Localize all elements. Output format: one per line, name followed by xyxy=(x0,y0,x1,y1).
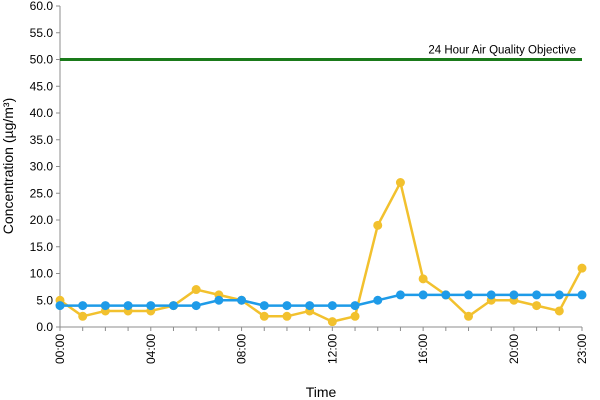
y-tick-label: 25.0 xyxy=(30,186,54,200)
data-point xyxy=(100,301,110,311)
data-point xyxy=(350,301,360,311)
data-point xyxy=(554,306,564,316)
axes: 0.0 5.0 10.0 15.0 20.0 25.0 30.0 35.0 40.0 45.0 50… xyxy=(30,0,589,364)
series-line xyxy=(59,181,584,323)
y-tick-label: 45.0 xyxy=(30,79,54,93)
reference-line-label: 24 Hour Air Quality Objective xyxy=(428,45,576,57)
data-point xyxy=(191,301,201,311)
data-point xyxy=(55,301,65,311)
data-point xyxy=(237,295,247,305)
data-point xyxy=(554,290,564,300)
data-point xyxy=(418,290,428,300)
y-tick-label: 50.0 xyxy=(30,53,54,67)
data-point xyxy=(168,301,178,311)
y-tick-label: 15.0 xyxy=(30,240,54,254)
x-tick-label: 04:00 xyxy=(144,334,158,364)
data-point xyxy=(418,274,428,284)
data-point xyxy=(577,290,587,300)
data-point xyxy=(464,311,474,321)
x-tick-label: 16:00 xyxy=(416,334,430,364)
data-point xyxy=(373,220,383,230)
x-tick-label: 20:00 xyxy=(507,334,521,364)
data-point xyxy=(532,301,542,311)
y-tick-label: 20.0 xyxy=(30,213,54,227)
data-point xyxy=(373,295,383,305)
data-point xyxy=(146,301,156,311)
data-point xyxy=(305,301,315,311)
data-point xyxy=(78,301,88,311)
data-point xyxy=(191,285,201,295)
x-tick-label: 12:00 xyxy=(325,334,339,364)
series-group xyxy=(55,178,587,327)
data-point xyxy=(395,290,405,300)
x-tick-label: 23:00 xyxy=(575,334,589,364)
y-tick-label: 0.0 xyxy=(36,320,53,334)
x-axis-title: Time xyxy=(306,384,337,400)
y-tick-label: 30.0 xyxy=(30,160,54,174)
data-point xyxy=(282,301,292,311)
data-point xyxy=(282,311,292,321)
y-tick-label: 5.0 xyxy=(36,293,53,307)
data-point xyxy=(123,301,133,311)
data-point xyxy=(577,263,587,273)
data-point xyxy=(78,311,88,321)
y-tick-label: 40.0 xyxy=(30,106,54,120)
data-point xyxy=(464,290,474,300)
x-tick-label: 08:00 xyxy=(235,334,249,364)
data-point xyxy=(395,178,405,188)
data-point xyxy=(532,290,542,300)
data-point xyxy=(350,311,360,321)
data-point xyxy=(259,301,269,311)
data-point xyxy=(214,295,224,305)
data-point xyxy=(509,290,519,300)
y-tick-label: 10.0 xyxy=(30,267,54,281)
data-point xyxy=(259,311,269,321)
data-point xyxy=(486,290,496,300)
y-tick-label: 60.0 xyxy=(30,0,54,13)
data-point xyxy=(327,317,337,327)
data-point xyxy=(441,290,451,300)
x-tick-label: 00:00 xyxy=(53,334,67,364)
reference-line-group: 24 Hour Air Quality Objective xyxy=(60,45,582,61)
y-tick-label: 55.0 xyxy=(30,26,54,40)
series-1 xyxy=(55,178,587,327)
y-tick-label: 35.0 xyxy=(30,133,54,147)
data-point xyxy=(327,301,337,311)
series-2 xyxy=(55,290,587,311)
y-axis-title: Concentration (µg/m³) xyxy=(0,98,16,234)
